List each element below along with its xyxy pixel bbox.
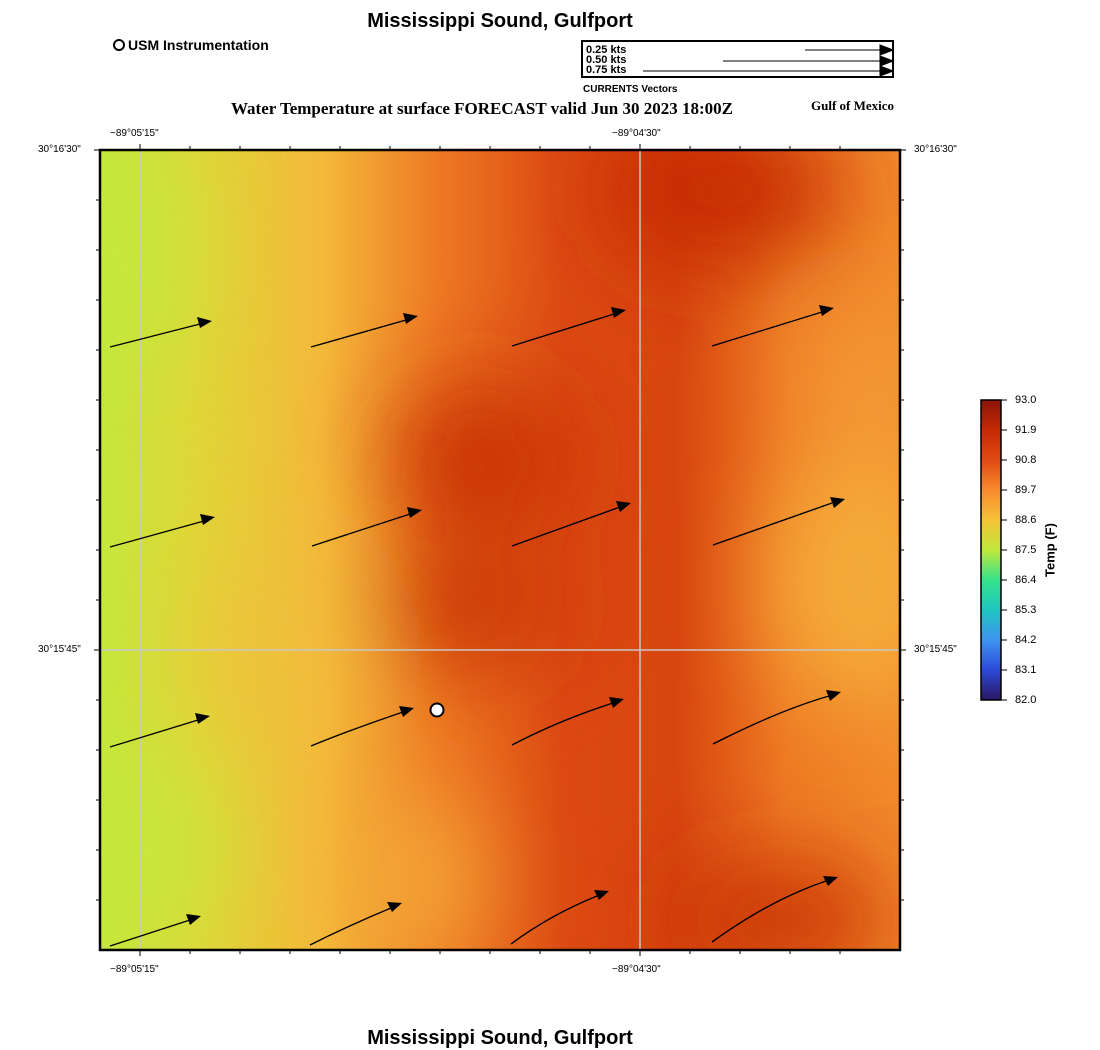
current-vector-head xyxy=(826,690,841,701)
current-vector xyxy=(711,311,823,347)
current-vector xyxy=(511,702,614,746)
current-vector xyxy=(711,880,827,943)
colorbar-ticks xyxy=(1001,399,1007,701)
lon-label-bottom-1: −89°05'15" xyxy=(110,964,159,975)
current-vector-head xyxy=(200,514,215,525)
map-title: Mississippi Sound, Gulfport xyxy=(367,10,633,32)
vector-legend-arrows xyxy=(643,44,895,77)
lat-label-right-2: 30°15'45" xyxy=(914,644,957,655)
current-vector-head xyxy=(407,507,422,518)
current-vector xyxy=(109,520,205,548)
current-vector-head xyxy=(186,914,201,925)
station-marker-icon xyxy=(113,39,125,51)
instrument-legend-label: USM Instrumentation xyxy=(128,37,269,53)
current-vector xyxy=(712,695,830,745)
lon-label-top-1: −89°05'15" xyxy=(110,128,159,139)
lat-label-right-1: 30°16'30" xyxy=(914,144,957,155)
instrument-legend: USM Instrumentation xyxy=(113,37,269,53)
colorbar-title: Temp (F) xyxy=(1042,523,1058,577)
lat-label-left-1: 30°16'30" xyxy=(38,144,81,155)
current-vector-head xyxy=(819,305,834,316)
current-vector xyxy=(712,502,833,546)
colorbar-tick-label: 84.2 xyxy=(1015,634,1037,646)
map-subtitle: Water Temperature at surface FORECAST va… xyxy=(231,99,733,118)
colorbar-tick-label: 88.6 xyxy=(1015,514,1037,526)
temperature-field xyxy=(100,150,900,950)
map-ticks xyxy=(94,144,906,956)
current-vector-head xyxy=(823,876,838,886)
colorbar-tick-label: 90.8 xyxy=(1015,454,1037,466)
vector-legend-arrowhead-1 xyxy=(879,44,895,56)
current-vector-heads xyxy=(186,305,845,925)
current-vector-head xyxy=(197,317,212,328)
lon-label-top-2: −89°04'30" xyxy=(612,128,661,139)
current-vector xyxy=(109,323,201,348)
vector-legend-entry-2: 0.50 kts xyxy=(586,54,627,66)
vector-legend-arrowhead-3 xyxy=(879,65,895,77)
usm-station-marker xyxy=(429,702,445,718)
current-vectors xyxy=(109,311,833,947)
vector-legend-entry-1: 0.25 kts xyxy=(586,44,627,56)
colorbar-tick-label: 91.9 xyxy=(1015,424,1037,436)
current-vector xyxy=(511,506,621,547)
map-footer-title: Mississippi Sound, Gulfport xyxy=(367,1027,633,1049)
region-label: Gulf of Mexico xyxy=(811,98,895,113)
lat-label-left-2: 30°15'45" xyxy=(38,644,81,655)
colorbar-tick-label: 86.4 xyxy=(1015,574,1037,586)
colorbar xyxy=(980,399,1002,701)
vector-legend-arrowhead-2 xyxy=(879,55,895,67)
current-vector-head xyxy=(609,697,624,708)
colorbar-tick-label: 89.7 xyxy=(1015,484,1037,496)
current-vector-head xyxy=(403,313,418,324)
lon-label-bottom-2: −89°04'30" xyxy=(612,964,661,975)
current-vector-head xyxy=(594,890,609,900)
colorbar-tick-label: 87.5 xyxy=(1015,544,1037,556)
colorbar-tick-label: 82.0 xyxy=(1015,694,1037,706)
current-vector xyxy=(510,895,598,945)
current-vector-head xyxy=(399,706,414,717)
vector-legend: 0.25 kts 0.50 kts 0.75 kts xyxy=(581,40,895,78)
current-vector xyxy=(311,513,411,547)
current-vector xyxy=(310,711,404,747)
current-vector xyxy=(309,907,392,946)
colorbar-tick-label: 93.0 xyxy=(1015,394,1037,406)
graticule xyxy=(100,150,900,950)
current-vector xyxy=(511,313,615,347)
colorbar-tick-label: 83.1 xyxy=(1015,664,1037,676)
current-vector-head xyxy=(611,307,626,318)
current-vector-head xyxy=(830,497,845,508)
current-vector-head xyxy=(195,713,210,724)
current-vector-head xyxy=(387,902,402,912)
current-vector xyxy=(109,719,199,748)
vector-legend-entry-3: 0.75 kts xyxy=(586,64,627,76)
current-vector xyxy=(109,919,191,947)
colorbar-tick-label: 85.3 xyxy=(1015,604,1037,616)
current-vector-head xyxy=(616,501,631,512)
current-vector xyxy=(310,319,407,348)
vector-legend-title: CURRENTS Vectors xyxy=(583,84,678,95)
